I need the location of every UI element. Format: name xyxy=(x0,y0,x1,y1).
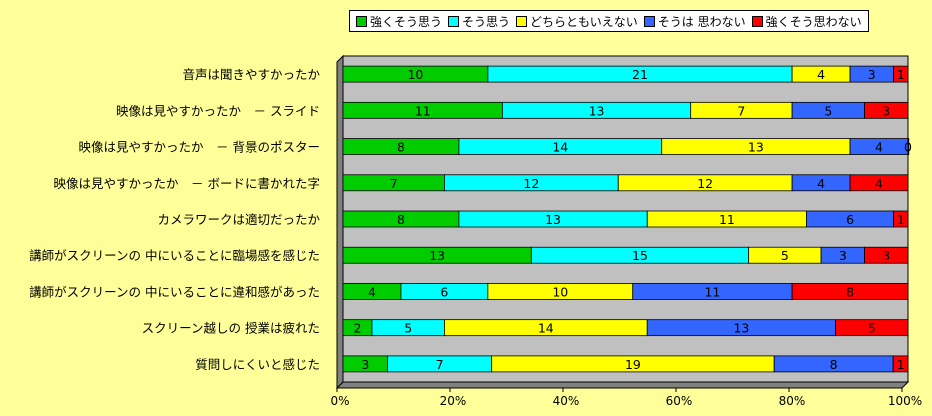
category-label: スクリーン越しの 授業は疲れた xyxy=(142,321,320,336)
x-tick-label: 40% xyxy=(553,394,580,408)
category-label: 映像は見やすかったか － ボードに書かれた字 xyxy=(54,176,320,191)
legend-item: 強くそう思う xyxy=(356,13,442,30)
data-label: 14 xyxy=(538,321,554,336)
data-label: 3 xyxy=(882,103,890,118)
bar-segment xyxy=(864,101,909,119)
data-label: 8 xyxy=(830,357,838,372)
category-label: 講師がスクリーンの 中にいることに違和感があった xyxy=(29,284,320,299)
data-label: 1 xyxy=(897,212,905,227)
data-label: 11 xyxy=(704,284,720,299)
data-label: 13 xyxy=(589,103,605,118)
legend-item: 強くそう思わない xyxy=(751,13,862,30)
category-label: カメラワークは適切だったか xyxy=(157,212,320,227)
data-label: 8 xyxy=(397,140,405,155)
bar-segment xyxy=(893,210,909,228)
legend: 強くそう思う そう思う どちらともいえない そうは 思わない 強くそう思わない xyxy=(349,10,869,32)
category-label: 質問しにくいと感じた xyxy=(195,357,320,372)
category-label: 映像は見やすかったか － スライド xyxy=(116,103,320,118)
data-label: 1 xyxy=(897,357,905,372)
legend-swatch-disagree xyxy=(643,15,655,27)
data-label: 6 xyxy=(440,284,448,299)
data-label: 3 xyxy=(839,248,847,263)
legend-label: そう思う xyxy=(462,14,511,29)
legend-label: そうは 思わない xyxy=(657,14,746,29)
data-label: 10 xyxy=(552,284,568,299)
bar-segment xyxy=(791,283,909,300)
legend-swatch-neutral xyxy=(516,15,528,27)
bar-segment xyxy=(892,355,909,373)
plot-floor xyxy=(335,381,910,389)
x-tick-label: 80% xyxy=(779,394,806,408)
legend-item: どちらともいえない xyxy=(516,13,638,30)
data-label: 4 xyxy=(817,176,825,191)
legend-swatch-strongly-agree xyxy=(356,15,367,27)
legend-label: 強くそう思わない xyxy=(765,14,862,29)
x-tick-label: 60% xyxy=(666,394,693,408)
data-label: 7 xyxy=(737,103,745,118)
data-label: 4 xyxy=(875,140,883,155)
legend-item: そう思う xyxy=(448,13,510,30)
data-label: 4 xyxy=(875,176,883,191)
category-label: 映像は見やすかったか － 背景のポスター xyxy=(79,140,320,155)
legend-label: 強くそう思う xyxy=(370,14,443,29)
data-label: 21 xyxy=(632,67,648,82)
data-label: 19 xyxy=(625,357,641,372)
data-label: 13 xyxy=(733,321,749,336)
legend-swatch-agree xyxy=(448,15,460,27)
legend-swatch-strongly-disagree xyxy=(751,15,763,27)
category-label: 音声は聞きやすかったか xyxy=(182,67,320,82)
data-label: 5 xyxy=(781,248,789,263)
data-label: 6 xyxy=(846,212,854,227)
data-label: 4 xyxy=(368,284,376,299)
data-label: 13 xyxy=(748,140,764,155)
data-label: 12 xyxy=(697,176,713,191)
data-label: 11 xyxy=(719,212,735,227)
category-label: 講師がスクリーンの 中にいることに臨場感を感じた xyxy=(29,248,320,263)
data-label: 3 xyxy=(882,248,890,263)
data-label: 11 xyxy=(415,103,431,118)
data-label: 8 xyxy=(846,284,854,299)
legend-label: どちらともいえない xyxy=(530,14,638,29)
data-label: 7 xyxy=(436,357,444,372)
data-label: 3 xyxy=(868,67,876,82)
data-label: 5 xyxy=(868,321,876,336)
bar-segment xyxy=(835,319,909,337)
bar-segment xyxy=(907,138,910,155)
legend-item: そうは 思わない xyxy=(643,13,746,30)
data-label: 5 xyxy=(824,103,832,118)
data-label: 14 xyxy=(552,140,568,155)
x-tick-label: 100% xyxy=(888,394,922,408)
data-label: 12 xyxy=(523,176,539,191)
x-tick-label: 0% xyxy=(330,394,349,408)
data-label: 0 xyxy=(904,140,912,155)
data-label: 7 xyxy=(390,176,398,191)
plot-side-wall xyxy=(336,54,344,390)
data-label: 13 xyxy=(429,248,445,263)
data-label: 15 xyxy=(632,248,648,263)
data-label: 8 xyxy=(397,212,405,227)
data-label: 1 xyxy=(897,67,905,82)
data-label: 2 xyxy=(354,321,362,336)
data-label: 5 xyxy=(404,321,412,336)
data-label: 10 xyxy=(407,67,423,82)
x-tick-label: 20% xyxy=(440,394,467,408)
bar-segment xyxy=(864,246,909,264)
data-label: 3 xyxy=(361,357,369,372)
bar-segment xyxy=(849,174,909,192)
data-label: 13 xyxy=(545,212,561,227)
bar-segment xyxy=(893,65,909,83)
data-label: 4 xyxy=(817,67,825,82)
